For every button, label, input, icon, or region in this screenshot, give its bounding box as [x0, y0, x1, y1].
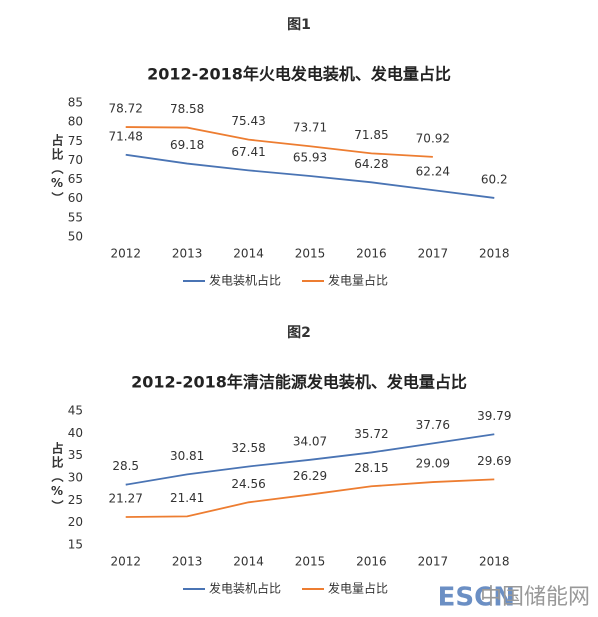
data-label: 29.69 [477, 454, 511, 468]
data-label: 67.41 [231, 145, 265, 159]
data-label: 30.81 [170, 449, 204, 463]
y-tick-label: 75 [68, 134, 83, 148]
y-tick-label: 45 [68, 404, 83, 418]
data-label: 28.15 [354, 461, 388, 475]
y-axis-label: 占比（%） [50, 441, 64, 514]
data-label: 21.41 [170, 491, 204, 505]
y-tick-label: 30 [68, 471, 83, 485]
data-label: 62.24 [416, 165, 450, 179]
x-tick-label: 2012 [110, 555, 141, 569]
data-label: 64.28 [354, 157, 388, 171]
watermark-text: 中国储能网 [480, 585, 590, 610]
data-label: 21.27 [109, 491, 143, 505]
x-tick-label: 2013 [172, 555, 203, 569]
watermark-logo: ESCN [438, 583, 515, 613]
figure-label: 图1 [287, 17, 311, 33]
y-tick-label: 50 [68, 230, 83, 244]
data-label: 73.71 [293, 121, 327, 135]
chart-title: 2012-2018年清洁能源发电装机、发电量占比 [131, 373, 467, 392]
x-tick-label: 2015 [295, 247, 326, 261]
x-tick-label: 2014 [233, 247, 264, 261]
y-tick-label: 35 [68, 448, 83, 462]
series-line [125, 433, 495, 486]
y-tick-label: 15 [68, 538, 83, 552]
y-tick-label: 65 [68, 172, 83, 186]
data-label: 78.72 [109, 102, 143, 116]
data-label: 71.85 [354, 128, 388, 142]
y-tick-label: 60 [68, 191, 83, 205]
data-label: 71.48 [109, 129, 143, 143]
legend-label: 发电装机占比 [209, 581, 281, 596]
x-tick-label: 2012 [110, 247, 141, 261]
series-line [125, 478, 495, 518]
x-tick-label: 2018 [479, 555, 510, 569]
data-label: 32.58 [231, 441, 265, 455]
x-tick-label: 2013 [172, 247, 203, 261]
series-line [125, 126, 433, 158]
data-label: 69.18 [170, 138, 204, 152]
x-tick-label: 2016 [356, 555, 387, 569]
data-label: 75.43 [231, 114, 265, 128]
data-label: 35.72 [354, 427, 388, 441]
y-tick-label: 20 [68, 515, 83, 529]
data-label: 78.58 [170, 102, 204, 116]
y-tick-label: 40 [68, 426, 83, 440]
data-label: 26.29 [293, 469, 327, 483]
chart-title: 2012-2018年火电发电装机、发电量占比 [147, 65, 451, 84]
data-label: 29.09 [416, 457, 450, 471]
data-label: 37.76 [416, 418, 450, 432]
data-label: 39.79 [477, 409, 511, 423]
x-tick-label: 2018 [479, 247, 510, 261]
data-label: 24.56 [231, 477, 265, 491]
data-label: 65.93 [293, 151, 327, 165]
legend-label: 发电量占比 [328, 581, 388, 596]
x-tick-label: 2016 [356, 247, 387, 261]
data-label: 60.2 [481, 172, 508, 186]
y-tick-label: 85 [68, 96, 83, 110]
y-tick-label: 25 [68, 493, 83, 507]
legend-label: 发电装机占比 [209, 273, 281, 288]
x-tick-label: 2017 [418, 555, 449, 569]
x-tick-label: 2015 [295, 555, 326, 569]
data-label: 28.5 [112, 459, 139, 473]
x-tick-label: 2017 [418, 247, 449, 261]
y-axis-label: 占比（%） [50, 133, 64, 206]
y-tick-label: 80 [68, 115, 83, 129]
series-line [125, 153, 495, 199]
data-label: 70.92 [416, 131, 450, 145]
x-tick-label: 2014 [233, 555, 264, 569]
y-tick-label: 70 [68, 153, 83, 167]
y-tick-label: 55 [68, 210, 83, 224]
data-label: 34.07 [293, 434, 327, 448]
figure-label: 图2 [287, 325, 311, 341]
legend-label: 发电量占比 [328, 273, 388, 288]
